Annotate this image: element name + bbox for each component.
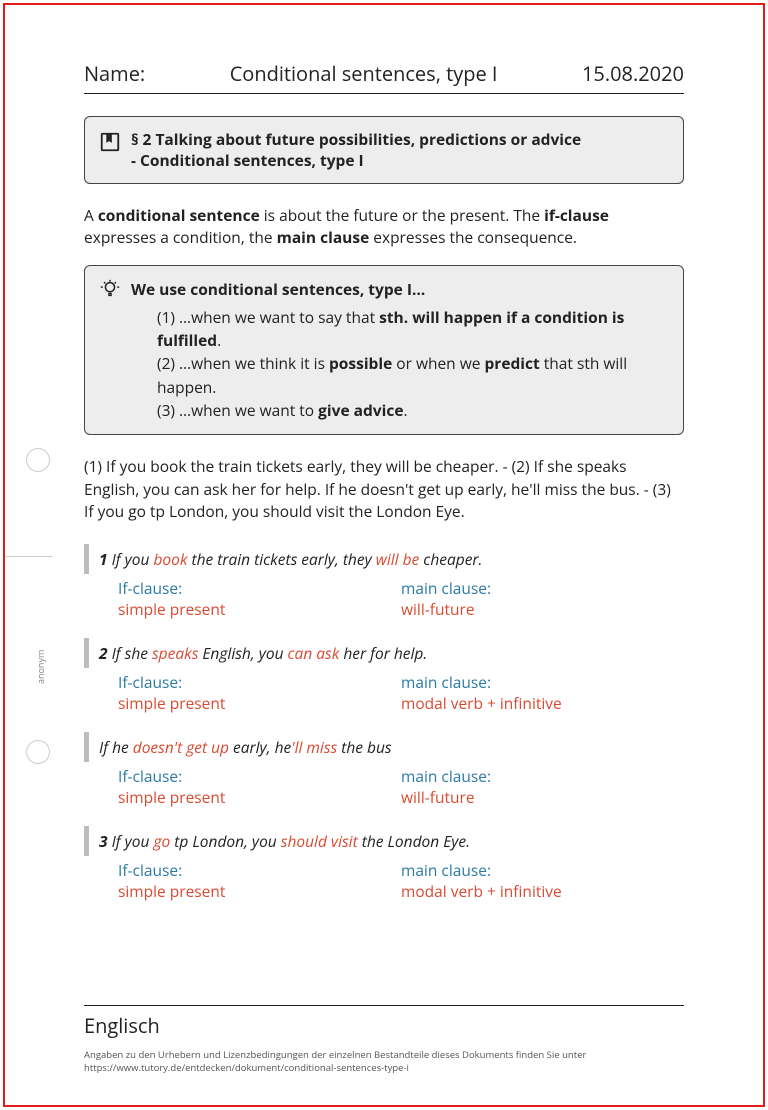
main-clause-value: will-future: [401, 787, 684, 808]
fold-mark: [6, 556, 52, 557]
example-block: If he doesn't get up early, he'll miss t…: [84, 732, 684, 808]
worksheet-date: 15.08.2020: [582, 60, 684, 87]
example-block: 2 If she speaks English, you can ask her…: [84, 638, 684, 714]
example-block: 1 If you book the train tickets early, t…: [84, 544, 684, 620]
if-clause-label: If-clause:: [118, 578, 401, 599]
intro-paragraph: A conditional sentence is about the futu…: [84, 204, 684, 249]
examples-container: 1 If you book the train tickets early, t…: [84, 544, 684, 901]
if-clause-value: simple present: [118, 881, 401, 902]
main-clause-label: main clause:: [401, 766, 684, 787]
tip-item: (2) …when we think it is possible or whe…: [157, 352, 667, 399]
tip-title: We use conditional sentences, type I…: [131, 278, 667, 300]
side-author-text: anonym: [34, 650, 47, 684]
if-clause-label: If-clause:: [118, 860, 401, 881]
section-title: § 2 Talking about future possibilities, …: [131, 129, 581, 171]
license-text: Angaben zu den Urhebern und Lizenzbeding…: [84, 1049, 684, 1074]
if-clause-value: simple present: [118, 787, 401, 808]
lightbulb-icon: [99, 278, 121, 305]
example-sentence: 2 If she speaks English, you can ask her…: [84, 638, 684, 668]
main-clause-value: modal verb + infinitive: [401, 693, 684, 714]
example-block: 3 If you go tp London, you should visit …: [84, 826, 684, 902]
tip-box: We use conditional sentences, type I… (1…: [84, 265, 684, 435]
section-heading-box: § 2 Talking about future possibilities, …: [84, 116, 684, 184]
if-clause-value: simple present: [118, 599, 401, 620]
clause-grid: If-clause:simple presentmain clause:moda…: [84, 672, 684, 714]
main-clause-value: will-future: [401, 599, 684, 620]
examples-intro: (1) If you book the train tickets early,…: [84, 455, 684, 522]
example-sentence: 3 If you go tp London, you should visit …: [84, 826, 684, 856]
name-label: Name:: [84, 60, 145, 87]
main-clause-label: main clause:: [401, 672, 684, 693]
main-clause-label: main clause:: [401, 578, 684, 599]
clause-grid: If-clause:simple presentmain clause:will…: [84, 578, 684, 620]
subject-label: Englisch: [84, 1005, 684, 1039]
worksheet-title: Conditional sentences, type I: [230, 60, 498, 87]
tip-item: (3) …when we want to give advice.: [157, 399, 667, 422]
tip-item: (1) …when we want to say that sth. will …: [157, 306, 667, 353]
example-sentence: 1 If you book the train tickets early, t…: [84, 544, 684, 574]
if-clause-label: If-clause:: [118, 766, 401, 787]
punch-hole: [26, 448, 50, 472]
main-clause-value: modal verb + infinitive: [401, 881, 684, 902]
if-clause-label: If-clause:: [118, 672, 401, 693]
clause-grid: If-clause:simple presentmain clause:will…: [84, 766, 684, 808]
main-clause-label: main clause:: [401, 860, 684, 881]
worksheet-footer: Englisch Angaben zu den Urhebern und Liz…: [84, 1005, 684, 1074]
page-content: Name: Conditional sentences, type I 15.0…: [84, 60, 684, 920]
tip-list: (1) …when we want to say that sth. will …: [131, 306, 667, 422]
clause-grid: If-clause:simple presentmain clause:moda…: [84, 860, 684, 902]
punch-hole: [26, 740, 50, 764]
worksheet-header: Name: Conditional sentences, type I 15.0…: [84, 60, 684, 94]
if-clause-value: simple present: [118, 693, 401, 714]
book-bookmark-icon: [99, 131, 121, 158]
example-sentence: If he doesn't get up early, he'll miss t…: [84, 732, 684, 762]
